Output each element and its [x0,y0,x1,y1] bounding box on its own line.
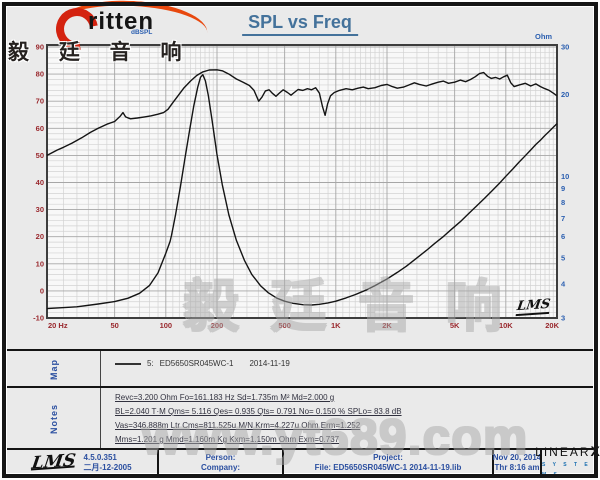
svg-text:10: 10 [36,259,44,268]
svg-text:0: 0 [40,286,44,295]
footer-divider [157,450,159,475]
footer-lms-cell: LMS 4.5.0.351 二月-12-2005 [7,450,157,475]
svg-text:40: 40 [36,178,44,187]
footer-bar: LMS 4.5.0.351 二月-12-2005 Person: Company… [7,444,600,478]
map-label: Map [48,359,59,380]
footer-person-cell: Person: Company: [159,450,282,475]
spl-freq-chart: 90 80 70 60 50 40 30 20 10 0 -10 30 20 10 9 8 7 6 5 4 3 Ohm dB… [33,29,569,330]
svg-text:70: 70 [36,97,44,106]
svg-text:-10: -10 [33,314,44,323]
svg-text:10K: 10K [499,321,513,330]
brand-cjk-text: 毅 廷 音 响 [8,41,194,64]
svg-text:80: 80 [36,70,44,79]
svg-text:20 Hz: 20 Hz [48,321,68,330]
lms-logo: LMS [30,450,78,473]
notes-lines: Revc=3.200 Ohm Fo=161.183 Hz Sd=1.735m M… [115,393,583,449]
svg-text:5K: 5K [450,321,460,330]
person-label: Person: [205,452,236,462]
notes-label: Notes [48,403,59,434]
svg-text:30: 30 [561,43,569,52]
svg-text:1K: 1K [331,321,341,330]
svg-text:9: 9 [561,184,565,193]
notes-section: Notes Revc=3.200 Ohm Fo=161.183 Hz Sd=1.… [7,386,593,450]
footer-datetime-cell: Nov 20, 2014 Thr 8:16 am [492,450,542,475]
svg-text:200: 200 [211,321,224,330]
notes-label-cell: Notes [7,388,101,450]
legend-row: 5: ED5650SR045WC-1 2014-11-19 [115,359,290,368]
svg-text:2K: 2K [382,321,392,330]
map-label-cell: Map [7,351,101,388]
legend-name: ED5650SR045WC-1 [159,359,234,368]
svg-text:20: 20 [561,90,569,99]
note-line-3: Vas=346.888m Ltr Cms=811.525u M/N Krm=4.… [115,421,361,430]
map-section: Map 5: ED5650SR045WC-1 2014-11-19 [7,349,593,388]
linearx-logo-cell: LINEARX S Y S T E M S [535,444,600,478]
note-line-2: BL=2.040 T·M Qms= 5.116 Qes= 0.935 Qts= … [115,407,402,416]
note-line-4: Mms=1.201 g Mmd=1.160m Kg Kxm=1.150m Ohm… [115,435,340,444]
svg-text:90: 90 [36,43,44,52]
svg-text:10: 10 [561,172,569,181]
svg-text:8: 8 [561,198,565,207]
svg-text:60: 60 [36,124,44,133]
report-date: Nov 20, 2014 [492,452,542,462]
app-version-date: 二月-12-2005 [83,462,132,472]
svg-text:Ohm: Ohm [535,32,552,41]
svg-text:100: 100 [160,321,173,330]
file-info: File: ED5650SR045WC-1 2014-11-19.lib [314,462,462,472]
footer-version-block: 4.5.0.351 二月-12-2005 [84,453,132,473]
svg-text:50: 50 [110,321,118,330]
svg-text:20K: 20K [545,321,559,330]
eritten-logo-text: ritten [88,8,154,35]
linearx-logo: LINEARX [535,442,600,459]
report-time: Thr 8:16 am [494,462,540,472]
note-line-1: Revc=3.200 Ohm Fo=161.183 Hz Sd=1.735m M… [115,393,335,402]
legend-date: 2014-11-19 [249,359,290,368]
legend-line-swatch [115,362,141,365]
project-label: Project: [373,452,403,462]
chart-title: SPL vs Freq [242,12,358,36]
legend-index: 5: [147,359,154,368]
svg-text:4: 4 [561,280,566,289]
footer-project-cell: Project: File: ED5650SR045WC-1 2014-11-1… [284,450,492,475]
company-label: Company: [200,462,241,472]
lms-signature-mark: LMS [515,296,552,317]
svg-text:dBSPL: dBSPL [131,29,152,36]
app-version: 4.5.0.351 [83,452,117,462]
svg-text:5: 5 [561,253,565,262]
linearx-systems-text: S Y S T E M S [542,461,591,478]
footer-divider [492,450,494,475]
svg-text:20: 20 [36,232,44,241]
svg-text:7: 7 [561,214,565,223]
svg-text:30: 30 [36,205,44,214]
footer-divider [540,450,542,475]
svg-text:6: 6 [561,232,565,241]
svg-text:50: 50 [36,151,44,160]
footer-divider [282,450,284,475]
svg-text:500: 500 [278,321,291,330]
svg-text:3: 3 [561,314,565,323]
